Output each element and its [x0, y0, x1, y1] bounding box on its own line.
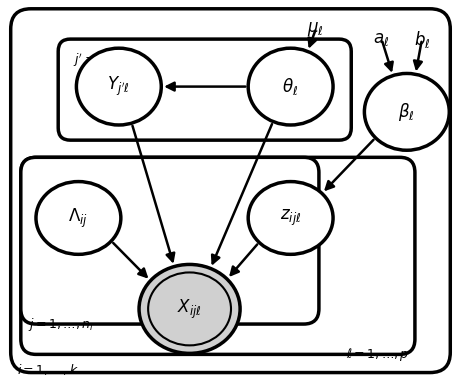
Ellipse shape	[248, 181, 333, 254]
FancyBboxPatch shape	[21, 157, 415, 354]
Text: $a_\ell$: $a_\ell$	[373, 31, 390, 48]
Text: $i = 1,\ldots,k$: $i = 1,\ldots,k$	[17, 363, 79, 377]
Text: $\theta_\ell$: $\theta_\ell$	[282, 76, 299, 97]
Ellipse shape	[148, 272, 231, 345]
Text: $\beta_\ell$: $\beta_\ell$	[399, 101, 415, 123]
Text: $j = 1,\ldots,n_i$: $j = 1,\ldots,n_i$	[28, 316, 94, 333]
FancyBboxPatch shape	[11, 9, 450, 372]
Text: $\ell = 1,\ldots,p$: $\ell = 1,\ldots,p$	[346, 346, 409, 363]
FancyBboxPatch shape	[58, 39, 351, 140]
Ellipse shape	[76, 48, 161, 125]
Text: $Y_{j'\ell}$: $Y_{j'\ell}$	[107, 75, 130, 98]
Text: $j' = 1,\ldots,N$: $j' = 1,\ldots,N$	[73, 51, 142, 69]
Ellipse shape	[139, 264, 240, 353]
Text: $z_{ij\ell}$: $z_{ij\ell}$	[280, 208, 301, 228]
Ellipse shape	[365, 73, 449, 150]
Ellipse shape	[248, 48, 333, 125]
Text: $X_{ij\ell}$: $X_{ij\ell}$	[177, 297, 202, 320]
Text: $\Lambda_{ij}$: $\Lambda_{ij}$	[68, 206, 88, 230]
Ellipse shape	[36, 181, 121, 254]
FancyBboxPatch shape	[21, 157, 319, 324]
Text: $b_\ell$: $b_\ell$	[413, 29, 430, 50]
Text: $\mu_\ell$: $\mu_\ell$	[307, 20, 324, 38]
